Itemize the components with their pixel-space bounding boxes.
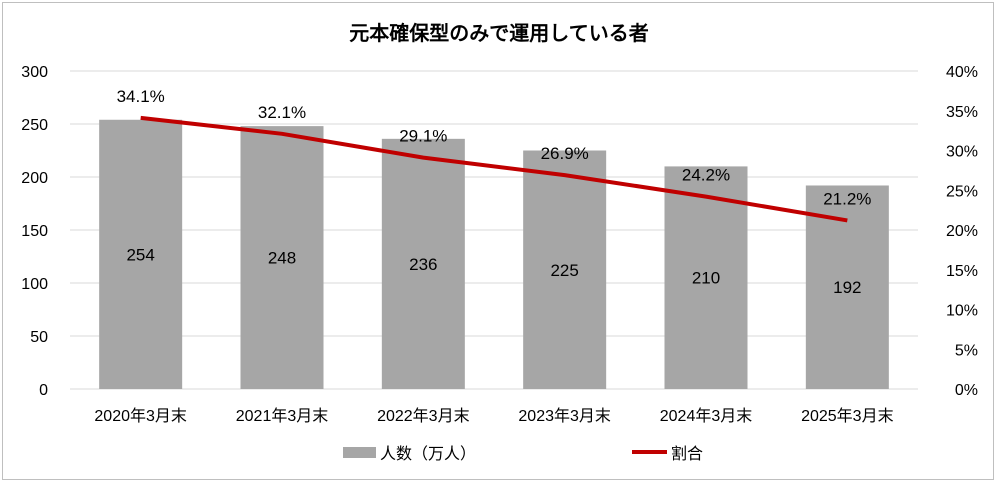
- category-label: 2024年3月末: [660, 407, 753, 425]
- right-axis-ticks: 0% 5% 10% 15% 20% 25% 30% 35% 40%: [946, 64, 978, 399]
- right-tick-label: 40%: [946, 64, 978, 81]
- left-tick-label: 50: [30, 329, 48, 346]
- line-value-label: 26.9%: [541, 144, 589, 163]
- ratio-line: [140, 115, 848, 223]
- line-value-label: 32.1%: [258, 103, 306, 122]
- line-value-label: 29.1%: [399, 127, 447, 146]
- line-value-label: 34.1%: [117, 87, 165, 106]
- left-tick-label: 200: [21, 170, 48, 187]
- bar-value-label: 254: [126, 245, 154, 264]
- legend-line-label: 割合: [671, 445, 703, 463]
- right-tick-label: 15%: [946, 263, 978, 280]
- bar-value-label: 192: [833, 278, 861, 297]
- right-tick-label: 5%: [955, 342, 978, 359]
- category-label: 2022年3月末: [377, 407, 470, 425]
- left-tick-label: 250: [21, 117, 48, 134]
- line-value-label: 21.2%: [823, 189, 871, 208]
- left-axis-ticks: 0 50 100 150 200 250 300: [21, 64, 48, 399]
- legend-bar-swatch: [343, 447, 376, 458]
- bar: [240, 126, 324, 390]
- bar-series: [99, 119, 889, 390]
- bar-labels: 254 248 236 225 210 192: [126, 245, 861, 297]
- right-tick-label: 25%: [946, 183, 978, 200]
- category-label: 2020年3月末: [94, 407, 187, 425]
- legend: 人数（万人） 割合: [343, 445, 703, 463]
- left-tick-label: 150: [21, 223, 48, 240]
- bar: [99, 119, 183, 389]
- line-labels: 34.1% 32.1% 29.1% 26.9% 24.2% 21.2%: [117, 87, 872, 209]
- category-label: 2025年3月末: [801, 407, 894, 425]
- bar-value-label: 248: [268, 249, 296, 268]
- right-tick-label: 35%: [946, 104, 978, 121]
- bar-value-label: 225: [550, 261, 578, 280]
- left-tick-label: 300: [21, 64, 48, 81]
- bar: [664, 166, 748, 389]
- right-tick-label: 30%: [946, 144, 978, 161]
- category-label: 2023年3月末: [518, 407, 611, 425]
- line-value-label: 24.2%: [682, 166, 730, 185]
- right-tick-label: 0%: [955, 382, 978, 399]
- right-tick-label: 10%: [946, 303, 978, 320]
- left-tick-label: 100: [21, 276, 48, 293]
- legend-bar-label: 人数（万人）: [380, 445, 476, 463]
- category-labels: 2020年3月末 2021年3月末 2022年3月末 2023年3月末 2024年3月末…: [94, 407, 893, 425]
- left-tick-label: 0: [39, 382, 48, 399]
- bar: [381, 138, 465, 389]
- right-tick-label: 20%: [946, 223, 978, 240]
- bar-value-label: 210: [692, 269, 720, 288]
- line-series: [140, 115, 848, 223]
- bar-value-label: 236: [409, 255, 437, 274]
- gridlines: [70, 70, 918, 390]
- category-label: 2021年3月末: [236, 407, 329, 425]
- chart-title: 元本確保型のみで運用している者: [349, 21, 648, 45]
- bar: [523, 150, 607, 389]
